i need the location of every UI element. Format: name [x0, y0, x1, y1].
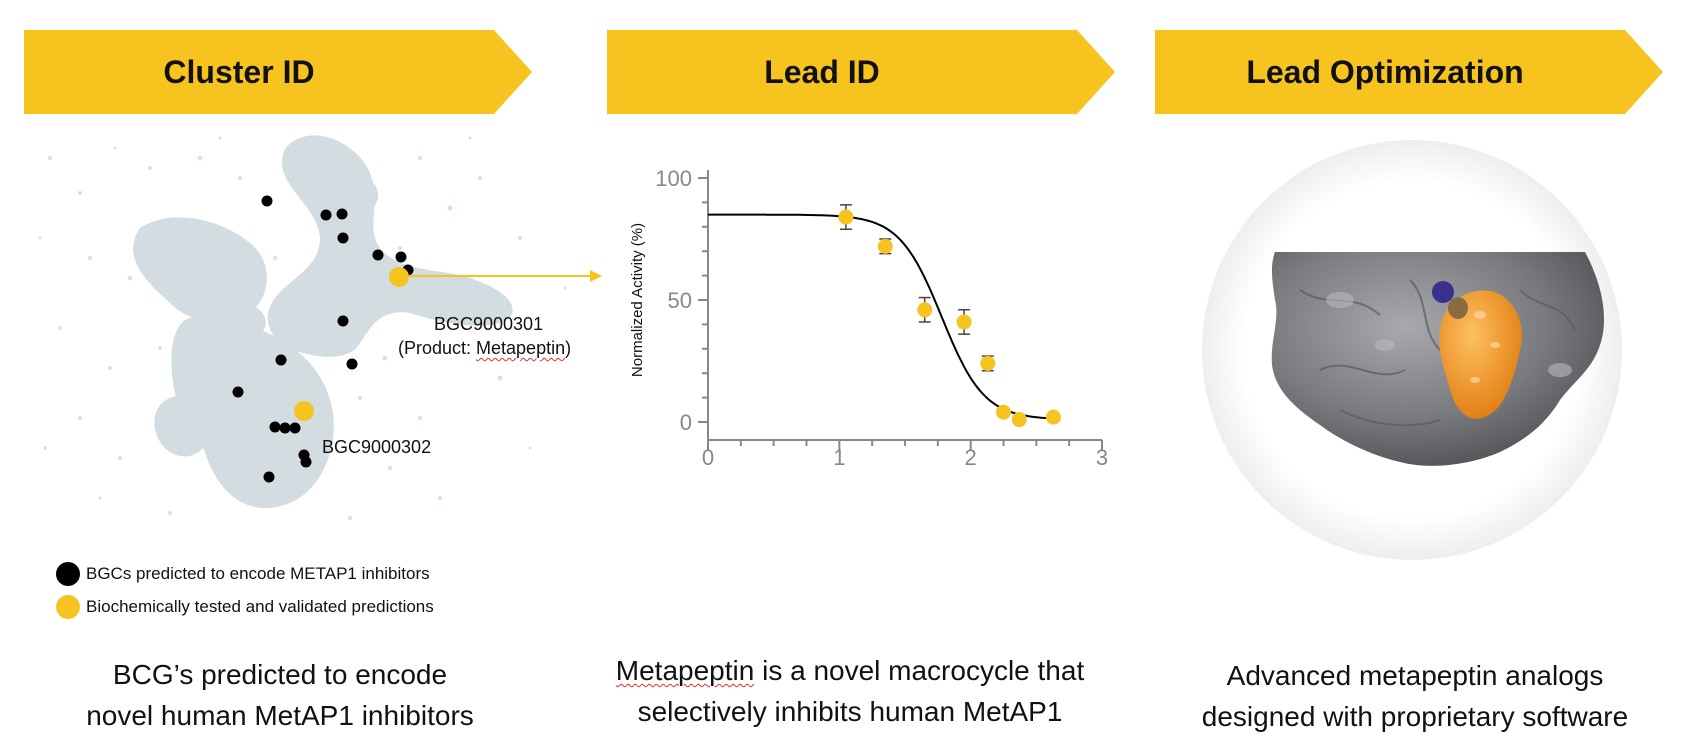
bgc-marker	[337, 232, 349, 244]
lead-optimization-banner	[1155, 30, 1663, 114]
network-cloud	[133, 135, 513, 508]
cluster-caption: BCG’s predicted to encode novel human Me…	[30, 654, 530, 736]
bgc-marker	[232, 386, 244, 398]
validated-marker-bgc9000301	[389, 267, 409, 287]
data-point	[1011, 412, 1027, 428]
lead-caption-keyword: Metapeptin	[615, 655, 755, 686]
bgc-marker	[300, 456, 312, 468]
y-tick-label: 0	[680, 410, 692, 435]
legend-swatch-gold	[56, 595, 80, 619]
link-arrow	[409, 270, 602, 282]
cluster-caption-line1: BCG’s predicted to encode	[112, 659, 448, 690]
chart-ticks: 0 50 100 0 1 2 3	[655, 166, 1108, 470]
ligand-brown	[1448, 297, 1468, 319]
dose-response-chart: 0 50 100 0 1 2 3 Normalized Activity (%)	[629, 166, 1108, 470]
cluster-id-title: Cluster ID	[163, 53, 315, 90]
legend-item-predicted: BGCs predicted to encode METAP1 inhibito…	[56, 562, 430, 586]
bgc-marker	[289, 422, 301, 434]
lead-caption-line1: Metapeptin is a novel macrocycle that	[590, 650, 1110, 691]
legend-label-predicted: BGCs predicted to encode METAP1 inhibito…	[86, 564, 430, 583]
legend-item-validated: Biochemically tested and validated predi…	[56, 595, 434, 619]
annotation-bgc9000301-id: BGC9000301	[434, 314, 544, 334]
optimization-caption-line2: designed with proprietary software	[1201, 701, 1629, 732]
bgc-marker	[279, 422, 291, 434]
bgc-marker	[395, 251, 407, 263]
lead-id-title: Lead ID	[764, 53, 880, 90]
data-points	[838, 209, 1061, 428]
y-tick-label: 50	[668, 288, 692, 313]
data-point	[996, 404, 1011, 420]
ligand-orange	[1439, 290, 1522, 419]
x-tick-label: 3	[1096, 445, 1108, 470]
data-point	[956, 314, 972, 330]
lead-caption-line2: selectively inhibits human MetAP1	[637, 696, 1063, 727]
bgc-marker	[372, 249, 384, 261]
optimization-caption: Advanced metapeptin analogs designed wit…	[1160, 655, 1670, 737]
data-point	[838, 209, 854, 225]
chart-axes	[698, 170, 1103, 450]
data-point	[1045, 409, 1061, 425]
product-name: Metapeptin	[476, 338, 566, 358]
bgc-marker	[337, 315, 349, 327]
x-tick-label: 0	[702, 445, 714, 470]
network-nodes-scatter	[38, 136, 567, 520]
cluster-id-banner	[24, 30, 532, 114]
lead-caption: Metapeptin is a novel macrocycle that se…	[590, 650, 1110, 732]
lead-id-banner	[607, 30, 1115, 114]
legend-label-validated: Biochemically tested and validated predi…	[86, 597, 434, 616]
product-prefix: (Product:	[398, 338, 477, 358]
x-tick-label: 1	[833, 445, 845, 470]
bgc-marker	[320, 209, 332, 221]
data-point	[917, 302, 933, 318]
validated-marker-bgc9000302	[294, 401, 314, 421]
cluster-caption-line2: novel human MetAP1 inhibitors	[86, 700, 474, 731]
ligand-blue	[1432, 281, 1454, 303]
legend-swatch-black	[56, 562, 80, 586]
fit-curve	[708, 213, 1050, 420]
lead-optimization-title: Lead Optimization	[1246, 53, 1524, 90]
error-bars	[839, 204, 994, 372]
product-suffix: )	[565, 338, 572, 358]
data-point	[877, 238, 893, 254]
bgc-marker	[275, 354, 287, 366]
protein-surface	[1271, 252, 1605, 466]
data-point	[980, 355, 996, 371]
bgc-marker	[336, 208, 348, 220]
x-tick-label: 2	[965, 445, 977, 470]
validated-bgc-markers	[294, 267, 409, 421]
bgc-marker	[269, 421, 281, 433]
bgc-marker	[261, 195, 273, 207]
optimization-caption-line1: Advanced metapeptin analogs	[1226, 660, 1604, 691]
y-tick-label: 100	[655, 166, 692, 191]
bgc-network-map	[38, 135, 602, 520]
lead-caption-line1-rest: is a novel macrocycle that	[754, 655, 1085, 686]
predicted-bgc-markers	[232, 195, 414, 483]
annotation-bgc9000301-product: (Product: Metapeptin)	[398, 338, 571, 359]
bgc-marker	[263, 471, 275, 483]
bgc-marker	[346, 358, 358, 370]
annotation-bgc9000302-id: BGC9000302	[322, 437, 432, 457]
protein-structure-image	[1202, 140, 1622, 560]
y-axis-label: Normalized Activity (%)	[629, 223, 646, 377]
